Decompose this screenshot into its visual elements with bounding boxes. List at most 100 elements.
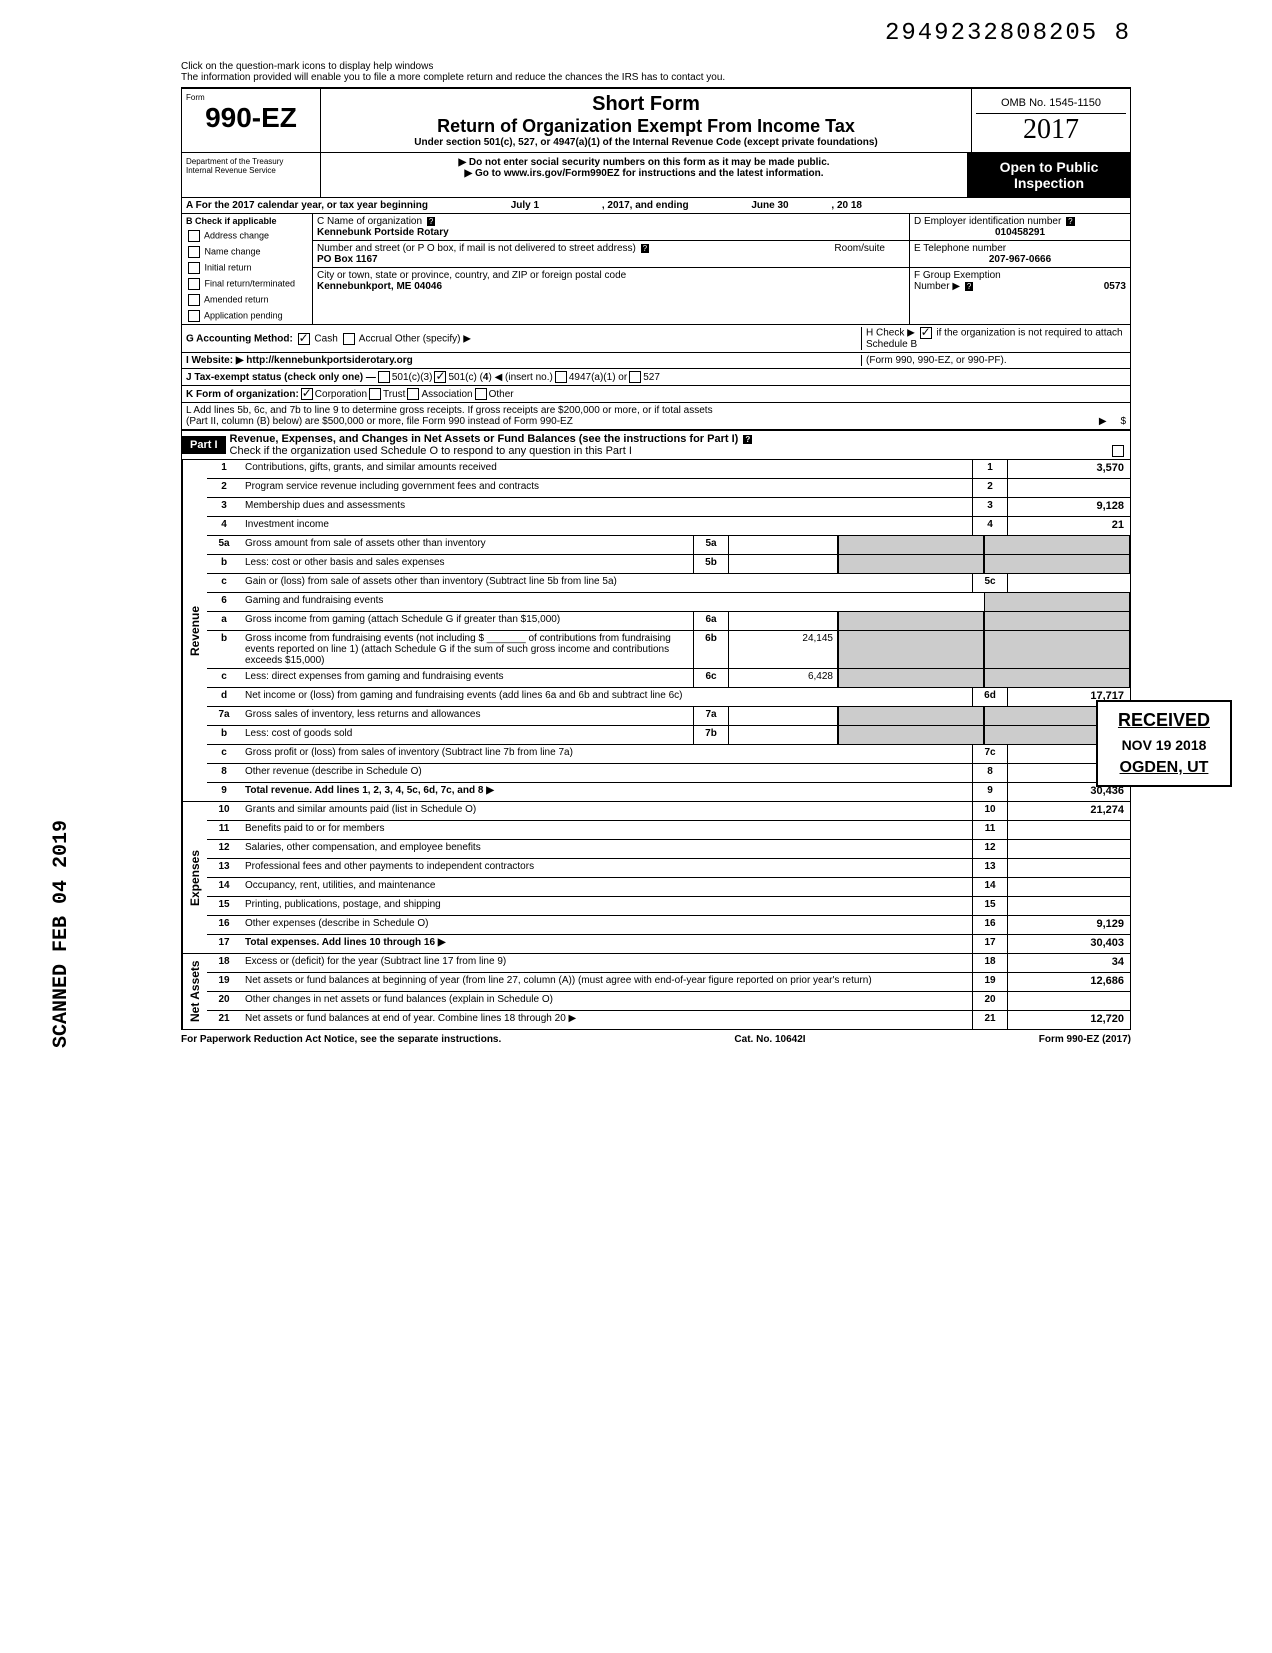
- check-initial[interactable]: Initial return: [182, 260, 312, 276]
- tax-year: 2017: [976, 114, 1126, 146]
- footer-right: Form 990-EZ (2017): [1039, 1034, 1131, 1045]
- opt-insert: ) ◀ (insert no.): [488, 372, 552, 383]
- line-description: Membership dues and assessments: [241, 498, 972, 516]
- end-line-value: 9,129: [1008, 916, 1130, 934]
- opt-527: 527: [643, 372, 660, 383]
- period-begin: July 1: [511, 200, 539, 211]
- help-text: Click on the question-mark icons to disp…: [181, 57, 1131, 88]
- help-icon[interactable]: ?: [743, 435, 752, 444]
- end-line-value: [1008, 821, 1130, 839]
- group-exempt-label: F Group Exemption: [914, 270, 1001, 281]
- check-pending[interactable]: Application pending: [182, 308, 312, 324]
- part-1-label: Part I: [182, 436, 226, 454]
- warning-web: ▶ Go to www.irs.gov/Form990EZ for instru…: [325, 168, 963, 179]
- footer-left: For Paperwork Reduction Act Notice, see …: [181, 1034, 501, 1045]
- line-description: Benefits paid to or for members: [241, 821, 972, 839]
- end-line-number: 20: [972, 992, 1008, 1010]
- shaded-cell: [984, 612, 1130, 630]
- check-schedule-b[interactable]: [920, 327, 932, 339]
- period-mid: , 2017, and ending: [602, 200, 689, 211]
- help-icon[interactable]: ?: [641, 244, 649, 253]
- check-address[interactable]: Address change: [182, 228, 312, 244]
- line-description: Other revenue (describe in Schedule O): [241, 764, 972, 782]
- mid-line-number: 5a: [693, 536, 729, 554]
- check-other-org[interactable]: [475, 388, 487, 400]
- l-arrow: ▶: [1099, 416, 1107, 427]
- shaded-cell: [838, 612, 984, 630]
- part-1-check-text: Check if the organization used Schedule …: [230, 445, 632, 457]
- warning-ssn: ▶ Do not enter social security numbers o…: [325, 157, 963, 168]
- line-number: 3: [207, 498, 241, 516]
- footer-center: Cat. No. 10642I: [734, 1034, 805, 1045]
- line-description: Gaming and fundraising events: [241, 593, 984, 611]
- check-trust[interactable]: [369, 388, 381, 400]
- opt-4947: 4947(a)(1) or: [569, 372, 627, 383]
- line-row: 20Other changes in net assets or fund ba…: [207, 992, 1130, 1011]
- row-k: K Form of organization: Corporation Trus…: [181, 386, 1131, 403]
- form-prefix: Form: [186, 93, 316, 102]
- check-501c[interactable]: [434, 371, 446, 383]
- line-number: 13: [207, 859, 241, 877]
- line-row: 6Gaming and fundraising events: [207, 593, 1130, 612]
- line-row: bLess: cost or other basis and sales exp…: [207, 555, 1130, 574]
- section-b: B Check if applicable Address change Nam…: [182, 214, 313, 324]
- check-corp[interactable]: [301, 388, 313, 400]
- opt-trust: Trust: [383, 389, 405, 400]
- check-final[interactable]: Final return/terminated: [182, 276, 312, 292]
- line-number: 17: [207, 935, 241, 953]
- line-row: aGross income from gaming (attach Schedu…: [207, 612, 1130, 631]
- check-accrual[interactable]: [343, 333, 355, 345]
- line-row: cLess: direct expenses from gaming and f…: [207, 669, 1130, 688]
- shaded-cell: [838, 555, 984, 573]
- end-line-value: 9,128: [1008, 498, 1130, 516]
- line-description: Contributions, gifts, grants, and simila…: [241, 460, 972, 478]
- check-amended[interactable]: Amended return: [182, 292, 312, 308]
- check-cash[interactable]: [298, 333, 310, 345]
- phone-label: E Telephone number: [914, 243, 1006, 254]
- line-row: 21Net assets or fund balances at end of …: [207, 1011, 1130, 1029]
- mid-line-value: 6,428: [729, 669, 838, 687]
- h-sub: (Form 990, 990-EZ, or 990-PF).: [866, 355, 1007, 366]
- line-row: 15Printing, publications, postage, and s…: [207, 897, 1130, 916]
- website-label: I Website: ▶: [186, 355, 244, 366]
- line-description: Gross sales of inventory, less returns a…: [241, 707, 693, 725]
- mid-line-value: 24,145: [729, 631, 838, 668]
- line-row: 4Investment income421: [207, 517, 1130, 536]
- shaded-cell: [984, 593, 1130, 611]
- opt-other: Other: [489, 389, 514, 400]
- stamp-location: OGDEN, UT: [1118, 759, 1210, 777]
- line-description: Gross income from gaming (attach Schedul…: [241, 612, 693, 630]
- check-527[interactable]: [629, 371, 641, 383]
- mid-line-value: [729, 612, 838, 630]
- subtitle: Under section 501(c), 527, or 4947(a)(1)…: [325, 137, 967, 148]
- mid-line-number: 5b: [693, 555, 729, 573]
- help-icon[interactable]: ?: [965, 282, 973, 291]
- short-form-label: Short Form: [325, 93, 967, 116]
- end-line-value: [1008, 574, 1130, 592]
- street-value: PO Box 1167: [317, 254, 378, 265]
- check-501c3[interactable]: [378, 371, 390, 383]
- row-j: J Tax-exempt status (check only one) — 5…: [181, 369, 1131, 386]
- omb-number: OMB No. 1545-1150: [976, 93, 1126, 114]
- check-schedule-o[interactable]: [1112, 445, 1124, 457]
- help-icon[interactable]: ?: [427, 217, 435, 226]
- group-number-value: 0573: [1104, 281, 1126, 292]
- stamp-date: NOV 19 2018: [1118, 737, 1210, 753]
- line-row: 5aGross amount from sale of assets other…: [207, 536, 1130, 555]
- shaded-cell: [838, 631, 984, 668]
- check-name[interactable]: Name change: [182, 244, 312, 260]
- help-icon[interactable]: ?: [1066, 217, 1074, 226]
- received-stamp: RECEIVED NOV 19 2018 OGDEN, UT: [1096, 700, 1232, 787]
- end-line-value: 3,570: [1008, 460, 1130, 478]
- period-row: A For the 2017 calendar year, or tax yea…: [181, 198, 1131, 214]
- line-row: 14Occupancy, rent, utilities, and mainte…: [207, 878, 1130, 897]
- end-line-number: 2: [972, 479, 1008, 497]
- end-line-number: 4: [972, 517, 1008, 535]
- line-description: Professional fees and other payments to …: [241, 859, 972, 877]
- check-assoc[interactable]: [407, 388, 419, 400]
- line-description: Excess or (deficit) for the year (Subtra…: [241, 954, 972, 972]
- line-number: b: [207, 726, 241, 744]
- line-number: a: [207, 612, 241, 630]
- accounting-label: G Accounting Method:: [186, 333, 293, 344]
- check-4947[interactable]: [555, 371, 567, 383]
